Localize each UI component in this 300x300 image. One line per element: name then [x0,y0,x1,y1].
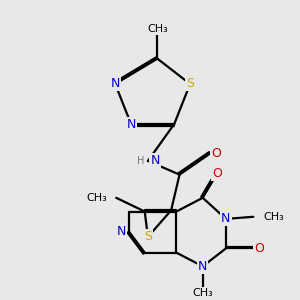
Text: O: O [211,147,221,160]
Text: CH₃: CH₃ [86,193,107,203]
Text: CH₃: CH₃ [192,288,213,298]
Text: H: H [137,156,145,166]
Text: N: N [110,77,120,91]
Text: N: N [198,260,207,273]
Text: S: S [186,77,194,91]
Text: O: O [254,242,264,255]
Text: N: N [150,154,160,167]
Text: CH₃: CH₃ [147,24,168,34]
Text: O: O [212,167,222,179]
Text: N: N [116,225,126,238]
Text: CH₃: CH₃ [263,212,284,222]
Text: S: S [144,230,152,243]
Text: N: N [126,118,136,130]
Text: N: N [221,212,231,225]
